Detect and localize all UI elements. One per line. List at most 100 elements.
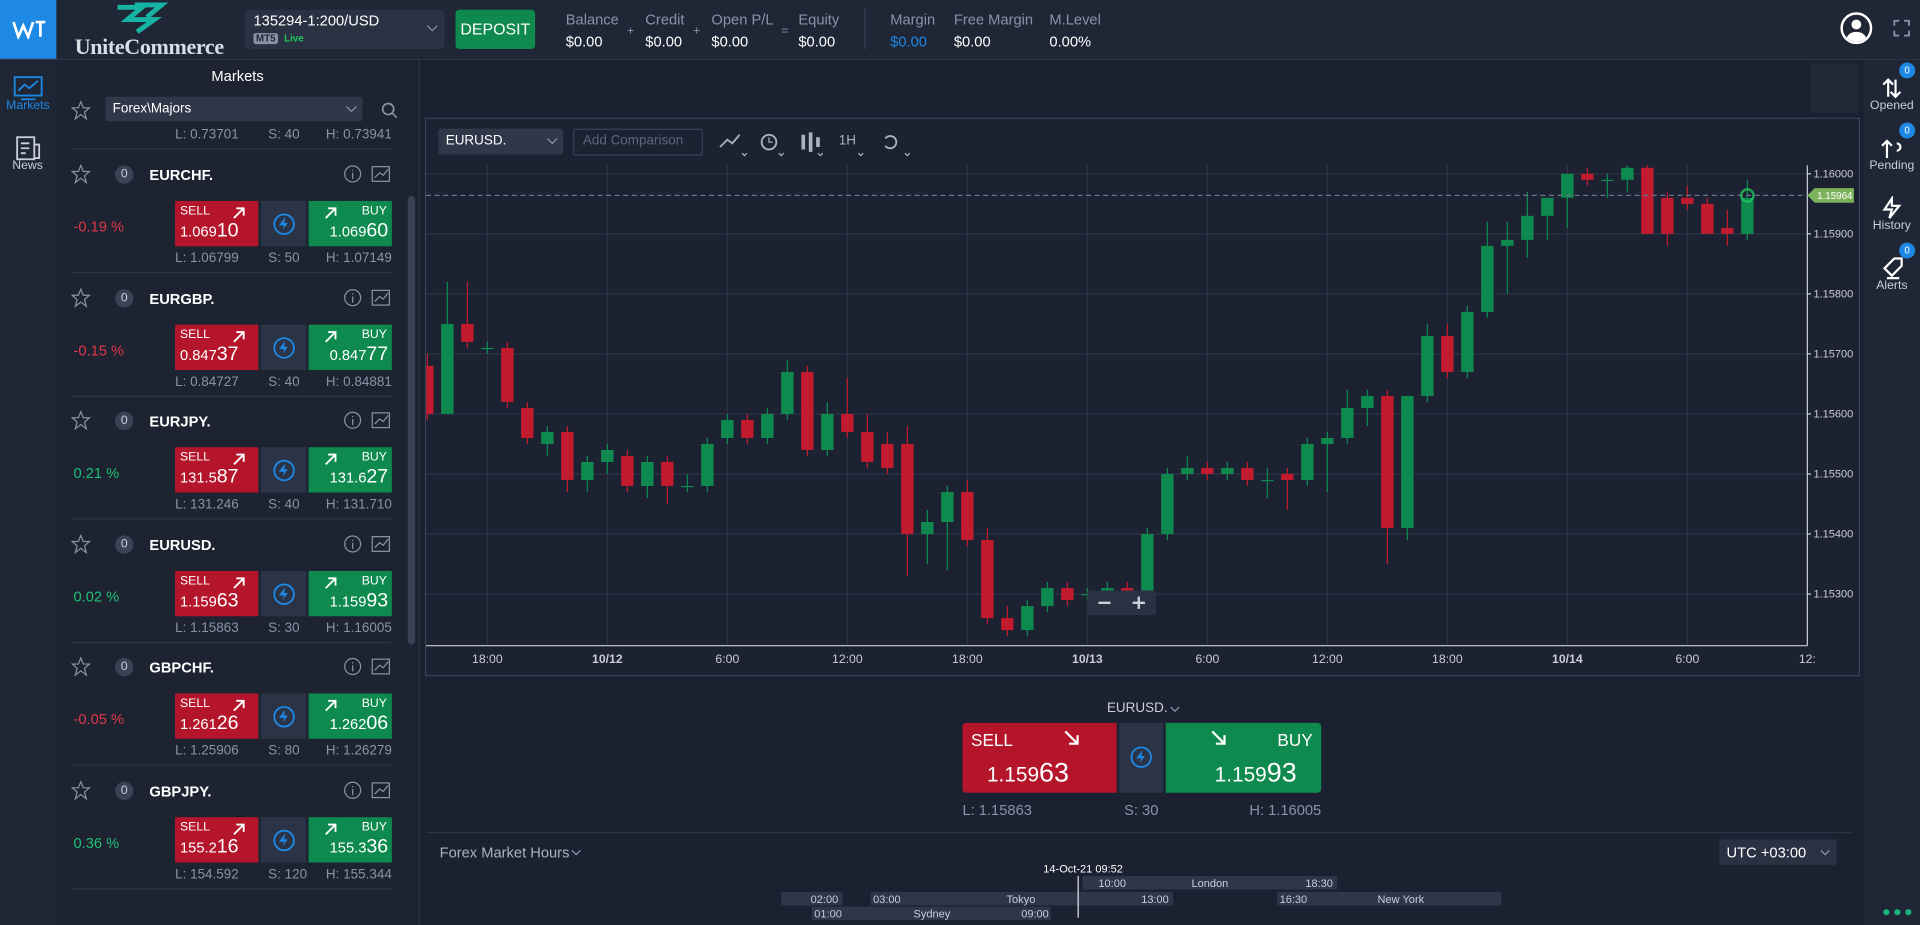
sell-button[interactable]: SELL 1.06910 bbox=[175, 200, 259, 247]
x-tick-label: 12: bbox=[1799, 652, 1816, 666]
markets-icon[interactable] bbox=[13, 76, 43, 101]
change-percent: 0.02 % bbox=[73, 587, 120, 605]
session-label: 16:30 bbox=[1279, 893, 1308, 906]
arrow-icon bbox=[233, 577, 245, 589]
comparison-input[interactable] bbox=[573, 128, 703, 156]
sell-button[interactable]: SELL 131.587 bbox=[175, 447, 259, 493]
buy-button[interactable]: BUY 1.15993 bbox=[1165, 722, 1322, 793]
glyph bbox=[1882, 196, 1902, 219]
candle-body bbox=[741, 419, 754, 438]
quick-trade[interactable] bbox=[260, 693, 307, 740]
quick-trade[interactable] bbox=[1119, 722, 1164, 793]
spread: S: 30 bbox=[268, 620, 300, 636]
trade-symbol[interactable]: EURUSD. bbox=[1106, 700, 1168, 716]
search-icon[interactable] bbox=[381, 102, 398, 119]
sell-label: SELL bbox=[180, 451, 210, 465]
nav-label[interactable]: Opened bbox=[1870, 99, 1914, 113]
nav-label[interactable]: News bbox=[12, 159, 43, 173]
nav-label[interactable]: Markets bbox=[6, 99, 50, 113]
sell-price: 0.84737 bbox=[180, 344, 239, 366]
buy-button[interactable]: BUY 1.06960 bbox=[308, 200, 392, 247]
scrollbar[interactable] bbox=[407, 196, 416, 645]
sell-price: 1.26126 bbox=[180, 714, 239, 736]
favorite-star[interactable] bbox=[71, 100, 91, 121]
last-price-tag bbox=[1807, 188, 1854, 203]
quick-trade[interactable] bbox=[260, 817, 307, 863]
ring bbox=[273, 459, 295, 482]
buy-button[interactable]: BUY 155.336 bbox=[308, 817, 392, 863]
nav-label[interactable]: Alerts bbox=[1876, 279, 1908, 293]
candle-body bbox=[1501, 239, 1514, 246]
star bbox=[71, 164, 91, 184]
ring bbox=[273, 336, 295, 359]
nav-icon bbox=[1882, 78, 1902, 99]
price-main: 1.069 bbox=[329, 222, 367, 241]
symbol-select[interactable] bbox=[438, 128, 564, 155]
deposit-button[interactable]: DEPOSIT bbox=[455, 9, 536, 50]
quick-trade[interactable] bbox=[260, 570, 307, 617]
timezone-select[interactable] bbox=[1719, 839, 1837, 865]
chart-glyph bbox=[374, 415, 389, 425]
chart-symbol: EURUSD. bbox=[445, 133, 507, 149]
now-line bbox=[1077, 876, 1079, 918]
x-tick-label: 12:00 bbox=[1312, 652, 1343, 666]
low-price: L: 1.15863 bbox=[175, 620, 239, 636]
stat-value: $0.00 bbox=[565, 33, 603, 51]
news-icon[interactable] bbox=[16, 136, 41, 161]
arrow bbox=[233, 330, 245, 342]
arrow-icon bbox=[325, 823, 337, 836]
star bbox=[71, 410, 91, 431]
sell-button[interactable]: SELL 1.15963 bbox=[962, 722, 1117, 793]
candle-body bbox=[921, 522, 934, 535]
arrow bbox=[325, 207, 337, 219]
chart-tools[interactable] bbox=[718, 130, 914, 157]
x-tick-label: 18:00 bbox=[952, 652, 983, 666]
stat-label: Credit bbox=[645, 11, 685, 29]
buy-price: 1.06960 bbox=[330, 221, 389, 243]
glyph bbox=[1882, 78, 1902, 99]
ring bbox=[273, 829, 295, 852]
nav-label[interactable]: History bbox=[1872, 219, 1911, 233]
high-price: H: 1.26279 bbox=[325, 744, 392, 759]
buy-button[interactable]: BUY 131.627 bbox=[308, 447, 392, 493]
buy-button[interactable]: BUY 1.26206 bbox=[308, 693, 392, 740]
low-price: L: 1.06799 bbox=[175, 251, 239, 266]
stat-label: Equity bbox=[798, 11, 840, 29]
chart-icon bbox=[371, 782, 391, 799]
fullscreen-icon[interactable] bbox=[1893, 19, 1910, 37]
buy-button[interactable]: BUY 1.15993 bbox=[308, 570, 392, 617]
sell-button[interactable]: SELL 155.216 bbox=[175, 817, 259, 863]
zoom-icons[interactable] bbox=[1087, 591, 1156, 616]
arrow bbox=[233, 823, 245, 836]
candle-body bbox=[1701, 203, 1714, 234]
sell-price: 131.587 bbox=[180, 467, 239, 489]
quick-trade[interactable] bbox=[260, 447, 307, 493]
candle-body bbox=[981, 540, 994, 619]
sell-button[interactable]: SELL 0.84737 bbox=[175, 324, 259, 370]
group-select[interactable] bbox=[105, 96, 363, 122]
low-price: L: 154.592 bbox=[175, 867, 239, 883]
change-percent: -0.05 % bbox=[73, 711, 125, 729]
info-icon bbox=[344, 288, 362, 306]
stat-value: 0.00% bbox=[1049, 33, 1092, 51]
account-select[interactable] bbox=[244, 9, 445, 50]
candle-body bbox=[1401, 395, 1414, 529]
row-icons bbox=[344, 658, 391, 676]
nav-label[interactable]: Pending bbox=[1869, 159, 1915, 173]
buy-label: BUY bbox=[1277, 730, 1313, 750]
menu-logo[interactable] bbox=[0, 0, 57, 59]
quick-trade[interactable] bbox=[260, 324, 307, 370]
quick-trade[interactable] bbox=[260, 200, 307, 247]
candle-body bbox=[601, 449, 614, 462]
timeframe[interactable]: 1H bbox=[838, 133, 857, 149]
market-hours-title[interactable]: Forex Market Hours bbox=[439, 844, 570, 862]
candle-body bbox=[1281, 473, 1294, 480]
avatar[interactable] bbox=[1840, 12, 1873, 45]
sell-button[interactable]: SELL 1.15963 bbox=[175, 570, 259, 617]
price-pips: 93 bbox=[1266, 757, 1297, 788]
sell-button[interactable]: SELL 1.26126 bbox=[175, 693, 259, 740]
candle-body bbox=[481, 347, 494, 350]
x-tick-label: 18:00 bbox=[1432, 652, 1463, 666]
buy-button[interactable]: BUY 0.84777 bbox=[308, 324, 392, 370]
